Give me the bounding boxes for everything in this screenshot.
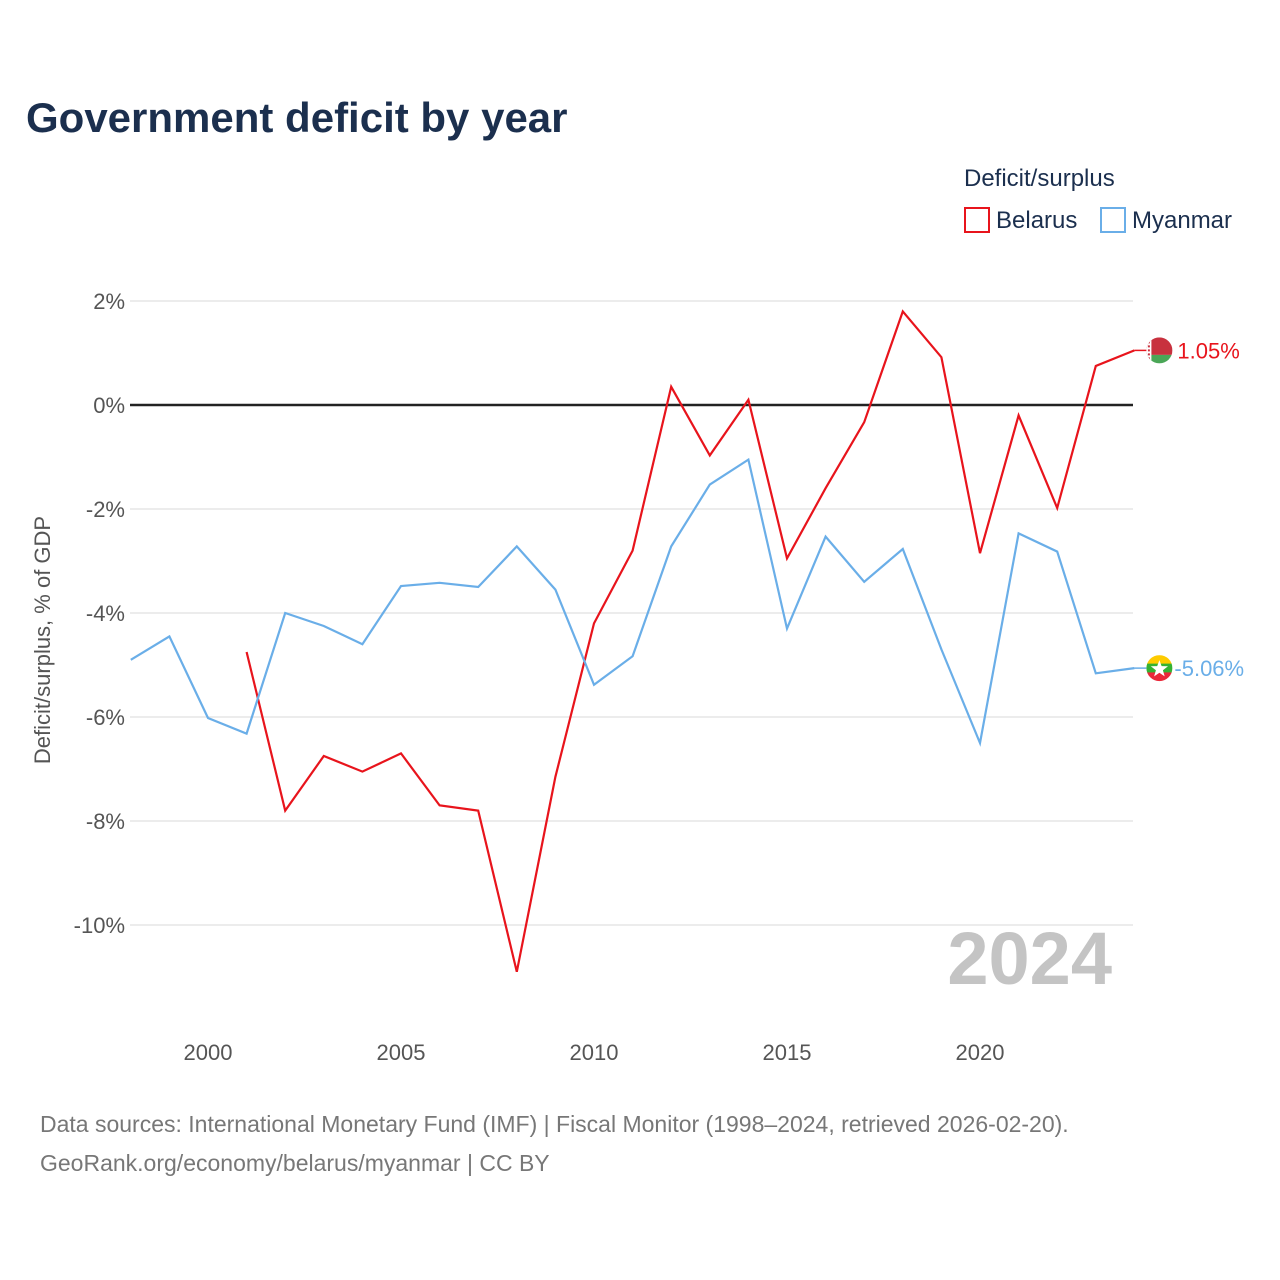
belarus-flag-icon xyxy=(1134,337,1173,364)
legend-label-myanmar[interactable]: Myanmar xyxy=(1132,207,1232,234)
legend-swatch-myanmar xyxy=(1100,207,1126,233)
y-axis-label: Deficit/surplus, % of GDP xyxy=(30,516,55,764)
y-tick-label: 2% xyxy=(93,289,125,314)
legend: Deficit/surplus Belarus Myanmar xyxy=(964,165,1232,234)
y-axis-ticks: 2% 0% -2% -4% -6% -8% -10% xyxy=(74,289,125,938)
x-tick-label: 2015 xyxy=(763,1040,812,1065)
end-label-myanmar: -5.06% xyxy=(1174,656,1244,681)
chart-title: Government deficit by year xyxy=(26,94,568,141)
end-label-belarus: 1.05% xyxy=(1177,338,1239,363)
legend-label-belarus[interactable]: Belarus xyxy=(996,207,1077,234)
series-line-belarus[interactable] xyxy=(245,309,1135,973)
myanmar-flag-icon xyxy=(1134,655,1173,682)
x-tick-label: 2020 xyxy=(956,1040,1005,1065)
y-tick-label: -4% xyxy=(86,601,125,626)
y-tick-label: 0% xyxy=(93,393,125,418)
year-watermark: 2024 xyxy=(947,917,1112,1000)
gridlines xyxy=(130,300,1133,926)
x-tick-label: 2005 xyxy=(377,1040,426,1065)
y-tick-label: -10% xyxy=(74,913,125,938)
attribution-line[interactable]: GeoRank.org/economy/belarus/myanmar | CC… xyxy=(40,1150,550,1176)
y-tick-label: -8% xyxy=(86,809,125,834)
x-tick-label: 2010 xyxy=(570,1040,619,1065)
legend-title: Deficit/surplus xyxy=(964,165,1115,192)
series-line-myanmar[interactable] xyxy=(130,457,1135,747)
legend-swatch-belarus xyxy=(964,207,990,233)
y-tick-label: -2% xyxy=(86,497,125,522)
source-line: Data sources: International Monetary Fun… xyxy=(40,1111,1069,1137)
x-tick-label: 2000 xyxy=(184,1040,233,1065)
y-tick-label: -6% xyxy=(86,705,125,730)
series-lines xyxy=(130,309,1135,973)
x-axis-ticks: 2000 2005 2010 2015 2020 xyxy=(184,1040,1005,1065)
